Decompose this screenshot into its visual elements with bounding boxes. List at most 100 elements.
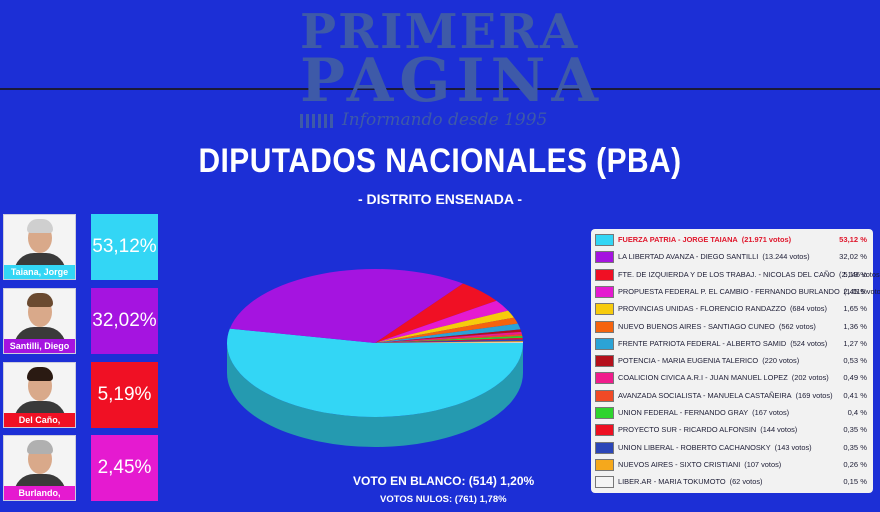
legend-entry: NUEVOS AIRES - SIXTO CRISTIANI (107 votos… bbox=[591, 457, 873, 473]
candidate-pct: 5,19% bbox=[91, 362, 158, 428]
legend-label: FRENTE PATRIOTA FEDERAL - ALBERTO SAMID(… bbox=[618, 338, 828, 348]
pie-slice bbox=[375, 342, 523, 343]
candidate-photo: Taiana, Jorge bbox=[3, 214, 76, 280]
header-divider bbox=[0, 88, 880, 90]
candidate-card: Santilli, Diego 32,02% bbox=[0, 288, 160, 354]
logo-stripes bbox=[300, 114, 336, 128]
legend-entry: UNION FEDERAL - FERNANDO GRAY (167 votos)… bbox=[591, 405, 873, 421]
null-votes-label: VOTOS NULOS: bbox=[380, 494, 453, 505]
pie-slice bbox=[375, 317, 518, 343]
legend-label: POTENCIA - MARIA EUGENIA TALERICO (220 vo… bbox=[618, 356, 800, 366]
blank-votes-count: (514) bbox=[468, 474, 497, 488]
legend-pct: 0,49 % bbox=[843, 373, 867, 383]
pie-slice bbox=[375, 334, 523, 343]
legend-pct: 1,36 % bbox=[843, 321, 867, 331]
legend-swatch bbox=[595, 441, 614, 454]
page-subtitle: - DISTRITO ENSENADA - bbox=[357, 191, 523, 207]
pie-slice bbox=[375, 339, 523, 343]
blank-votes-pct: 1,20% bbox=[500, 474, 535, 488]
legend-entry: NUEVO BUENOS AIRES - SANTIAGO CUNEO (562 … bbox=[591, 319, 873, 335]
legend-pct: 1,65 % bbox=[843, 304, 867, 314]
logo-line2: PAGINA bbox=[300, 46, 605, 116]
legend-swatch bbox=[595, 251, 614, 264]
legend-entry: AVANZADA SOCIALISTA - MANUELA CASTAÑEIRA… bbox=[591, 388, 873, 404]
legend-swatch bbox=[595, 303, 614, 316]
legend-entry: PROYECTO SUR - RICARDO ALFONSIN (144 voto… bbox=[591, 422, 873, 438]
legend-pct: 2,45 % bbox=[843, 286, 867, 296]
pie-slice bbox=[375, 310, 515, 343]
legend-entry: FRENTE PATRIOTA FEDERAL - ALBERTO SAMID(… bbox=[591, 336, 873, 352]
legend-pct: 0,35 % bbox=[843, 442, 867, 452]
candidate-name: Burlando, Fernando bbox=[4, 486, 75, 500]
legend-label: COALICION CIVICA A.R.I - JUAN MANUEL LOP… bbox=[618, 373, 829, 383]
legend-entry: FUERZA PATRIA - JORGE TAIANA (21.971 voto… bbox=[591, 232, 873, 248]
legend-label: UNION LIBERAL - ROBERTO CACHANOSKY (143 v… bbox=[618, 442, 812, 452]
legend-swatch bbox=[595, 389, 614, 402]
legend-swatch bbox=[595, 372, 614, 385]
candidate-pct: 53,12% bbox=[91, 214, 158, 280]
legend-label: NUEVOS AIRES - SIXTO CRISTIANI (107 votos… bbox=[618, 459, 782, 469]
legend-pct: 0,53 % bbox=[843, 356, 867, 366]
page-title: DIPUTADOS NACIONALES (PBA) bbox=[198, 142, 682, 180]
legend-pct: 53,12 % bbox=[839, 235, 867, 244]
primera-pagina-logo: PRIMERA PAGINA Informando desde 1995 bbox=[292, 4, 598, 134]
blank-votes: VOTO EN BLANCO: (514) 1,20% bbox=[353, 474, 534, 488]
legend-label: LIBER.AR - MARIA TOKUMOTO (62 votos) bbox=[618, 477, 763, 487]
legend-swatch bbox=[595, 320, 614, 333]
candidate-card: Del Caño, Nicolás 5,19% bbox=[0, 362, 160, 428]
chart-legend: FUERZA PATRIA - JORGE TAIANA (21.971 voto… bbox=[591, 229, 880, 493]
legend-pct: 0,35 % bbox=[843, 425, 867, 435]
legend-swatch bbox=[595, 424, 614, 437]
pie-slice bbox=[229, 269, 464, 343]
legend-label: PROPUESTA FEDERAL P. EL CAMBIO - FERNAND… bbox=[618, 286, 880, 296]
legend-swatch bbox=[595, 234, 614, 246]
null-votes-pct: 1,78% bbox=[479, 494, 507, 505]
legend-pct: 1,27 % bbox=[843, 338, 867, 348]
pie-slice bbox=[375, 341, 523, 343]
legend-swatch bbox=[595, 285, 614, 298]
candidate-pct: 32,02% bbox=[91, 288, 158, 354]
candidate-card: Burlando, Fernando 2,45% bbox=[0, 435, 160, 501]
pie-slice bbox=[375, 329, 522, 343]
legend-label: PROYECTO SUR - RICARDO ALFONSIN (144 voto… bbox=[618, 425, 798, 435]
legend-label: PROVINCIAS UNIDAS - FLORENCIO RANDAZZO (6… bbox=[618, 304, 827, 314]
legend-label: FTE. DE IZQUIERDA Y DE LOS TRABAJ. - NIC… bbox=[618, 269, 880, 279]
legend-swatch bbox=[595, 407, 614, 419]
candidate-pct: 2,45% bbox=[91, 435, 158, 501]
candidate-name: Del Caño, Nicolás bbox=[4, 413, 75, 427]
legend-entry: LA LIBERTAD AVANZA - DIEGO SANTILLI (13.2… bbox=[591, 249, 873, 265]
legend-entry: PROPUESTA FEDERAL P. EL CAMBIO - FERNAND… bbox=[591, 284, 880, 300]
legend-swatch bbox=[595, 268, 614, 281]
legend-label: AVANZADA SOCIALISTA - MANUELA CASTAÑEIRA… bbox=[618, 390, 833, 400]
legend-entry: POTENCIA - MARIA EUGENIA TALERICO (220 vo… bbox=[591, 353, 873, 369]
null-votes: VOTOS NULOS: (761) 1,78% bbox=[380, 494, 507, 505]
logo-slogan: Informando desde 1995 bbox=[342, 110, 548, 130]
pie-slice-side bbox=[227, 343, 523, 447]
legend-entry: LIBER.AR - MARIA TOKUMOTO (62 votos) 0,15 … bbox=[591, 474, 873, 490]
legend-pct: 0,4 % bbox=[847, 408, 867, 417]
pie-slice bbox=[227, 328, 524, 417]
legend-swatch bbox=[595, 476, 614, 489]
logo-line1: PRIMERA bbox=[300, 4, 580, 60]
null-votes-count: (761) bbox=[454, 494, 477, 505]
pie-slice bbox=[375, 323, 521, 343]
pie-slice bbox=[375, 283, 497, 343]
legend-label: NUEVO BUENOS AIRES - SANTIAGO CUNEO (562 … bbox=[618, 321, 816, 331]
legend-swatch bbox=[595, 458, 614, 471]
legend-label: LA LIBERTAD AVANZA - DIEGO SANTILLI (13.2… bbox=[618, 252, 810, 262]
candidate-card: Taiana, Jorge 53,12% bbox=[0, 214, 160, 280]
legend-pct: 32,02 % bbox=[839, 252, 867, 262]
legend-swatch bbox=[595, 337, 614, 350]
legend-pct: 0,41 % bbox=[843, 390, 867, 400]
legend-swatch bbox=[595, 355, 614, 368]
blank-votes-label: VOTO EN BLANCO: bbox=[353, 474, 466, 488]
legend-entry: UNION LIBERAL - ROBERTO CACHANOSKY (143 v… bbox=[591, 440, 873, 456]
candidate-photo: Burlando, Fernando bbox=[3, 435, 76, 501]
pie-slice bbox=[375, 335, 523, 343]
candidate-photo: Del Caño, Nicolás bbox=[3, 362, 76, 428]
legend-entry: PROVINCIAS UNIDAS - FLORENCIO RANDAZZO (6… bbox=[591, 301, 873, 317]
legend-pct: 0,26 % bbox=[843, 459, 867, 469]
legend-pct: 0,15 % bbox=[843, 477, 867, 487]
legend-entry: COALICION CIVICA A.R.I - JUAN MANUEL LOP… bbox=[591, 370, 873, 386]
